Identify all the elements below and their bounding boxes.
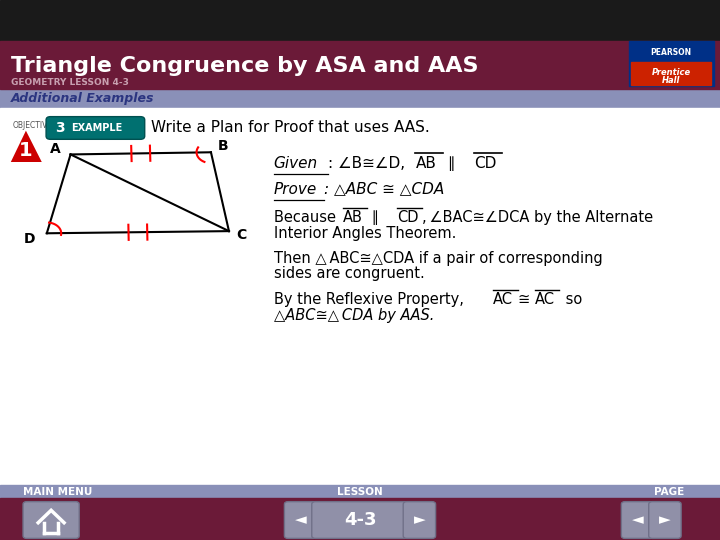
Text: ►: ► (413, 512, 426, 528)
Text: EXAMPLE: EXAMPLE (71, 123, 123, 133)
Bar (631, 62, 711, 85)
FancyBboxPatch shape (46, 117, 145, 139)
Text: GEOMETRY LESSON 4-3: GEOMETRY LESSON 4-3 (11, 78, 129, 87)
Text: CD: CD (474, 156, 497, 171)
Text: , ∠BAC≅∠DCA by the Alternate: , ∠BAC≅∠DCA by the Alternate (422, 210, 653, 225)
Text: A: A (50, 142, 61, 156)
FancyBboxPatch shape (403, 502, 436, 538)
Bar (0, 40, 720, 89)
Text: By the Reflexive Property,: By the Reflexive Property, (274, 292, 467, 307)
Text: : ∠B≅∠D,: : ∠B≅∠D, (328, 156, 408, 171)
FancyBboxPatch shape (23, 502, 79, 538)
Bar (0, 485, 720, 498)
Text: ◄: ◄ (631, 512, 644, 528)
Text: CD: CD (397, 210, 419, 225)
Text: C: C (236, 228, 246, 242)
Bar (0, 498, 720, 540)
Text: : △ABC ≅ △CDA: : △ABC ≅ △CDA (324, 181, 444, 197)
Bar (629, 40, 714, 86)
Text: ∥: ∥ (367, 210, 384, 225)
Text: Prove: Prove (274, 181, 317, 197)
Bar (0, 108, 720, 486)
Text: MAIN MENU: MAIN MENU (23, 487, 92, 497)
Text: Interior Angles Theorem.: Interior Angles Theorem. (274, 226, 456, 241)
Text: sides are congruent.: sides are congruent. (274, 266, 424, 281)
Text: ◄: ◄ (294, 512, 307, 528)
Bar (0, 0, 720, 40)
Text: Prentice: Prentice (652, 68, 690, 77)
Text: 1: 1 (19, 140, 32, 160)
FancyBboxPatch shape (621, 502, 654, 538)
Text: Triangle Congruence by ASA and AAS: Triangle Congruence by ASA and AAS (11, 56, 478, 77)
Text: Write a Plan for Proof that uses AAS.: Write a Plan for Proof that uses AAS. (151, 120, 430, 136)
Text: LESSON: LESSON (337, 487, 383, 497)
Text: D: D (24, 232, 35, 246)
Text: ∥: ∥ (443, 156, 460, 171)
Polygon shape (11, 131, 42, 162)
FancyBboxPatch shape (284, 502, 317, 538)
Text: OBJECTIVE: OBJECTIVE (13, 121, 53, 130)
Text: Given: Given (274, 156, 318, 171)
Bar (0, 89, 720, 108)
Text: △ABC≅△ CDA by AAS.: △ABC≅△ CDA by AAS. (274, 308, 434, 323)
FancyBboxPatch shape (312, 502, 408, 538)
FancyBboxPatch shape (649, 502, 681, 538)
Text: so: so (561, 292, 582, 307)
Text: PAGE: PAGE (654, 487, 685, 497)
Text: 3: 3 (55, 121, 65, 135)
Text: B: B (217, 139, 228, 153)
Text: PEARSON: PEARSON (650, 48, 692, 57)
Text: AB: AB (343, 210, 363, 225)
Text: AC: AC (535, 292, 555, 307)
Text: Additional Examples: Additional Examples (11, 92, 154, 105)
Text: ≅: ≅ (518, 292, 530, 307)
Text: Because: Because (274, 210, 338, 225)
Text: Then △ ABC≅△CDA if a pair of corresponding: Then △ ABC≅△CDA if a pair of correspondi… (274, 251, 603, 266)
Text: AB: AB (415, 156, 436, 171)
Text: 4-3: 4-3 (343, 511, 377, 529)
Text: Hall: Hall (662, 76, 680, 85)
Text: ►: ► (659, 512, 671, 528)
Text: AC: AC (493, 292, 513, 307)
